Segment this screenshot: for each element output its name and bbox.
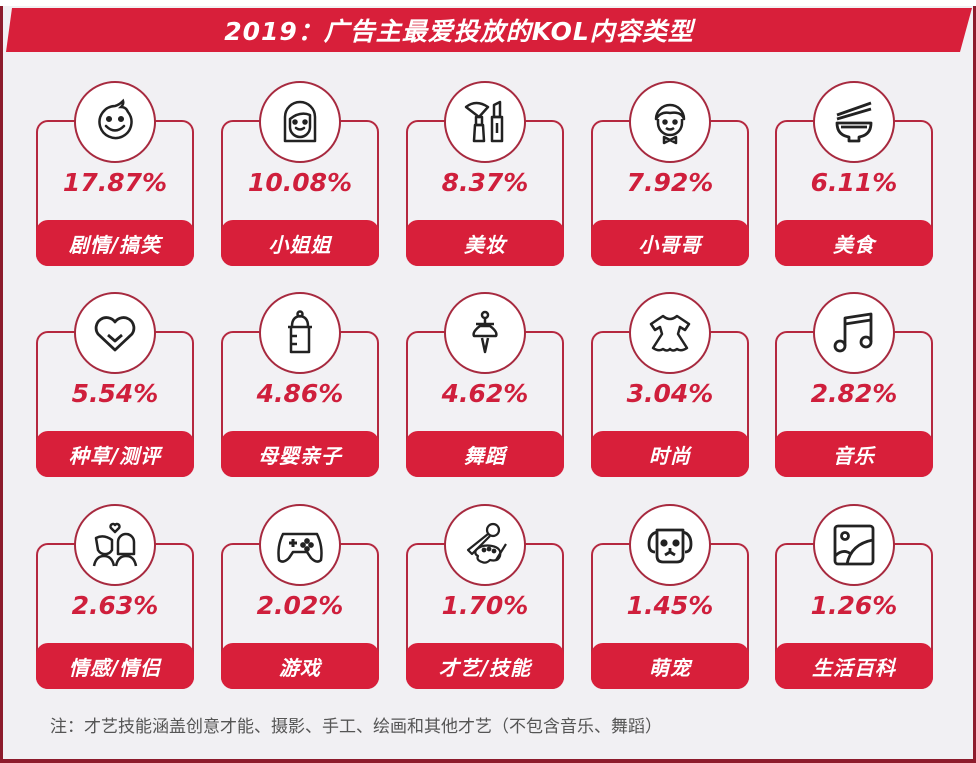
percent-value: 2.02% [256,591,344,620]
percent-value: 5.54% [71,379,159,408]
percent-value: 7.92% [626,168,714,197]
category-label: 种草/测评 [68,443,162,468]
category-card: 4.62% 舞蹈 [406,331,564,477]
percent-value: 1.45% [626,591,714,620]
couple-heart-icon [74,504,156,586]
page-title: 2019：广告主最爱投放的KOL内容类型 [224,17,694,46]
category-label: 舞蹈 [464,443,506,468]
dress-icon [629,292,711,374]
category-card: 8.37% 美妆 [406,120,564,266]
heart-icon [74,292,156,374]
label-band: 舞蹈 [406,431,564,477]
dog-face-icon [629,504,711,586]
category-card: 1.70% 才艺/技能 [406,543,564,689]
category-card: 1.26% 生活百科 [775,543,933,689]
label-band: 母婴亲子 [221,431,379,477]
category-card: 10.08% 小姐姐 [221,120,379,266]
makeup-brush-lipstick-icon [444,81,526,163]
percent-value: 1.26% [810,591,898,620]
baby-bottle-icon [259,292,341,374]
girl-face-icon [259,81,341,163]
label-band: 美妆 [406,220,564,266]
label-band: 种草/测评 [36,431,194,477]
label-band: 剧情/搞笑 [36,220,194,266]
music-note-icon [813,292,895,374]
gamepad-icon [259,504,341,586]
percent-value: 8.37% [441,168,529,197]
category-label: 美食 [833,232,875,257]
percent-value: 17.87% [62,168,168,197]
percent-value: 4.86% [256,379,344,408]
category-label: 才艺/技能 [438,655,532,680]
label-band: 音乐 [775,431,933,477]
label-band: 游戏 [221,643,379,689]
percent-value: 4.62% [441,379,529,408]
category-card: 2.63% 情感/情侣 [36,543,194,689]
category-label: 音乐 [833,443,875,468]
bowl-chopsticks-icon [813,81,895,163]
percent-value: 2.63% [71,591,159,620]
percent-value: 3.04% [626,379,714,408]
title-banner: 2019：广告主最爱投放的KOL内容类型 [6,8,972,52]
label-band: 情感/情侣 [36,643,194,689]
category-card: 4.86% 母婴亲子 [221,331,379,477]
picture-frame-icon [813,504,895,586]
top-strip [0,0,976,6]
label-band: 小哥哥 [591,220,749,266]
ballerina-icon [444,292,526,374]
category-label: 美妆 [464,232,506,257]
label-band: 时尚 [591,431,749,477]
label-band: 生活百科 [775,643,933,689]
category-label: 时尚 [649,443,691,468]
category-label: 小姐姐 [268,232,332,257]
percent-value: 1.70% [441,591,529,620]
footnote: 注：才艺技能涵盖创意才能、摄影、手工、绘画和其他才艺（不包含音乐、舞蹈） [50,717,662,737]
category-label: 小哥哥 [638,232,702,257]
label-band: 才艺/技能 [406,643,564,689]
category-label: 萌宠 [649,655,691,680]
percent-value: 6.11% [810,168,898,197]
smiley-face-icon [74,81,156,163]
label-band: 美食 [775,220,933,266]
category-label: 情感/情侣 [68,655,162,680]
category-label: 剧情/搞笑 [68,232,162,257]
percent-value: 2.82% [810,379,898,408]
category-label: 游戏 [279,655,321,680]
label-band: 小姐姐 [221,220,379,266]
microphone-palette-icon [444,504,526,586]
boy-face-icon [629,81,711,163]
percent-value: 10.08% [247,168,353,197]
category-label: 生活百科 [812,655,896,680]
category-label: 母婴亲子 [258,443,342,468]
label-band: 萌宠 [591,643,749,689]
